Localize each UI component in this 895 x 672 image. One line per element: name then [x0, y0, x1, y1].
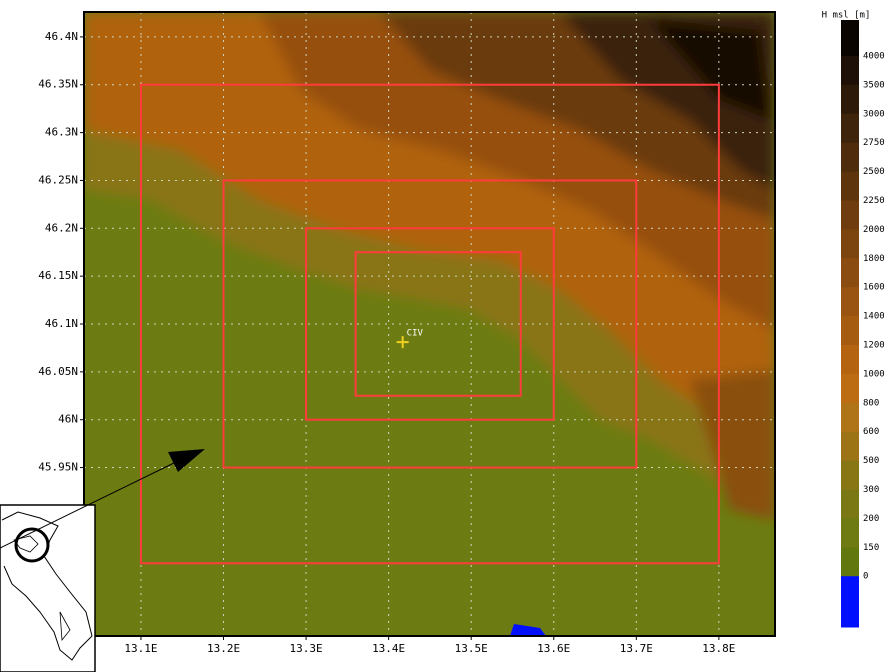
- colorbar-label: 1200: [863, 341, 885, 351]
- colorbar-swatch: [841, 85, 859, 114]
- colorbar-swatch: [841, 20, 859, 57]
- colorbar-swatch: [841, 316, 859, 345]
- lon-tick-label: 13.4E: [372, 642, 405, 655]
- lon-tick-label: 13.7E: [620, 642, 653, 655]
- colorbar-swatch: [841, 229, 859, 258]
- colorbar-swatch: [841, 345, 859, 374]
- colorbar-swatch: [841, 547, 859, 576]
- colorbar-label: 150: [863, 543, 879, 553]
- lon-tick-label: 13.6E: [537, 642, 570, 655]
- inset-map: [0, 505, 95, 672]
- colorbar-label: 4000: [863, 52, 885, 62]
- colorbar: H msl [m] 400035003000275025002250200018…: [822, 11, 885, 628]
- lat-tick-label: 46.3N: [45, 126, 78, 139]
- colorbar-swatch: [841, 374, 859, 403]
- colorbar-label: 1000: [863, 369, 885, 379]
- lat-tick-label: 46.1N: [45, 317, 78, 330]
- colorbar-swatch: [841, 518, 859, 547]
- colorbar-swatch: [841, 114, 859, 143]
- colorbar-label: 2750: [863, 138, 885, 148]
- colorbar-swatch: [841, 576, 859, 627]
- lat-tick-label: 46.05N: [38, 365, 78, 378]
- colorbar-label: 0: [863, 572, 868, 582]
- lon-tick-label: 13.8E: [702, 642, 735, 655]
- colorbar-swatch: [841, 56, 859, 85]
- colorbar-label: 1600: [863, 283, 885, 293]
- colorbar-label: 2500: [863, 167, 885, 177]
- colorbar-label: 500: [863, 456, 879, 466]
- terrain: [84, 12, 775, 636]
- lat-tick-label: 46.4N: [45, 30, 78, 43]
- colorbar-swatch: [841, 258, 859, 287]
- colorbar-swatch: [841, 201, 859, 230]
- colorbar-swatch: [841, 172, 859, 201]
- colorbar-label: 1400: [863, 312, 885, 322]
- colorbar-label: 200: [863, 514, 879, 524]
- colorbar-label: 300: [863, 485, 879, 495]
- colorbar-label: 2250: [863, 196, 885, 206]
- colorbar-swatch: [841, 490, 859, 519]
- colorbar-label: 2000: [863, 225, 885, 235]
- colorbar-label: 1800: [863, 254, 885, 264]
- colorbar-swatch: [841, 287, 859, 316]
- lon-tick-label: 13.1E: [124, 642, 157, 655]
- lat-tick-label: 46.2N: [45, 221, 78, 234]
- lat-tick-label: 46.35N: [38, 78, 78, 91]
- lon-tick-label: 13.2E: [207, 642, 240, 655]
- lat-tick-label: 46.15N: [38, 269, 78, 282]
- lat-tick-label: 46.25N: [38, 173, 78, 186]
- colorbar-swatch: [841, 432, 859, 461]
- colorbar-swatch: [841, 403, 859, 432]
- map-figure: CIV 13.1E 13.2E 13.3E 13.4E 13.5E 13.6E 13.7E 1…: [0, 0, 895, 672]
- colorbar-title: H msl [m]: [822, 11, 871, 21]
- colorbar-label: 800: [863, 398, 879, 408]
- lon-tick-label: 13.3E: [290, 642, 323, 655]
- lon-tick-label: 13.5E: [455, 642, 488, 655]
- lat-tick-label: 45.95N: [38, 461, 78, 474]
- colorbar-swatch: [841, 461, 859, 490]
- lat-tick-label: 46N: [58, 413, 78, 426]
- colorbar-label: 600: [863, 427, 879, 437]
- colorbar-swatch: [841, 143, 859, 172]
- station-label: CIV: [407, 329, 424, 339]
- colorbar-label: 3000: [863, 109, 885, 119]
- colorbar-label: 3500: [863, 80, 885, 90]
